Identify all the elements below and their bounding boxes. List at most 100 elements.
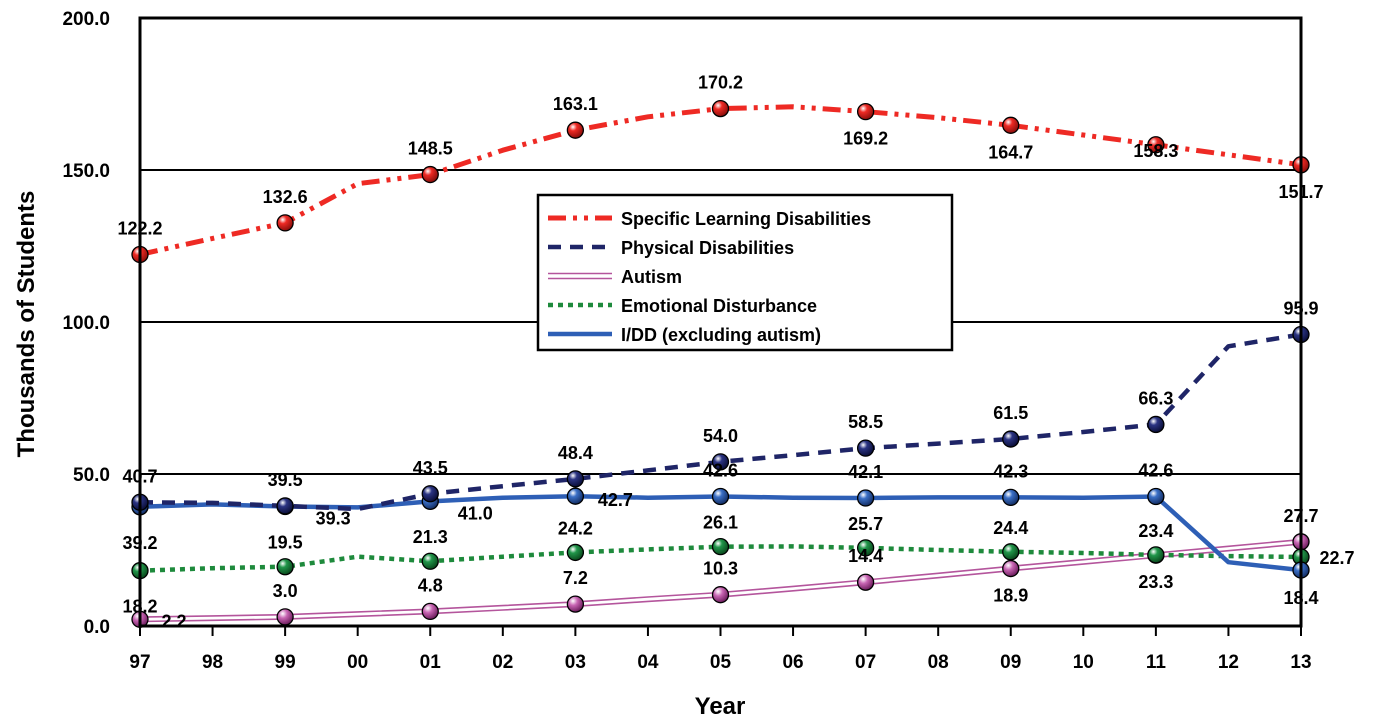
data-point [1147,415,1165,434]
x-tick-label: 08 [928,652,949,673]
data-label: 148.5 [408,139,453,159]
x-tick-label: 00 [347,652,368,673]
legend-box [536,193,954,352]
x-tick-label: 06 [782,652,803,673]
y-axis-title: Thousands of Students [13,191,40,458]
data-point [421,485,439,503]
data-point [711,538,730,556]
data-label: 42.6 [1138,460,1173,480]
data-point [1147,136,1165,154]
data-point [856,102,875,121]
x-tick-label: 13 [1290,652,1311,673]
data-point [856,539,875,557]
x-tick-label: 10 [1073,652,1094,673]
x-tick-label: 02 [492,652,513,673]
data-label: 25.7 [848,514,883,534]
y-tick-label: 200.0 [62,9,110,30]
data-point [1002,430,1020,448]
data-point [421,552,439,570]
data-point [856,439,875,457]
data-point [856,489,875,507]
legend-label: Specific Learning Disabilities [621,209,871,229]
y-tick-label: 150.0 [62,161,110,182]
x-axis-title: Year [695,693,746,720]
data-point [421,602,439,621]
data-label: 58.5 [848,412,883,432]
x-tick-label: 11 [1146,652,1167,673]
data-point [566,487,585,505]
data-point [276,214,294,232]
data-point [276,497,294,515]
data-label: 158.3 [1133,141,1178,161]
data-point [421,165,439,184]
x-tick-label: 98 [202,652,223,673]
data-label: 26.1 [703,513,738,533]
data-point [711,453,730,471]
data-point [1002,559,1020,578]
data-label: 66.3 [1138,388,1173,408]
data-label: 43.5 [413,458,448,478]
data-point [1147,546,1165,564]
y-tick-label: 50.0 [73,465,110,486]
data-label: 2.2 [161,611,186,631]
legend-label: I/DD (excluding autism) [621,325,821,345]
data-label: 18.9 [993,586,1028,606]
data-point [711,586,730,604]
data-label: 42.1 [848,462,883,482]
data-label: 164.7 [988,142,1033,162]
data-label: 39.5 [268,470,303,490]
data-point [1002,116,1020,134]
data-label: 7.2 [563,568,588,588]
x-tick-label: 04 [637,652,659,673]
data-labels: 2.23.0 4.8 7.2 10.314.418.923.327.718.219.5… [117,73,1354,632]
legend-label: Physical Disabilities [621,238,794,258]
plot-frame [138,16,1303,628]
x-tick-label: 97 [129,652,150,673]
legend: Specific Learning Disabilities Physical D… [536,193,954,352]
series-line [139,332,1302,512]
x-tick-label: 03 [565,652,586,673]
x-tick-label: 99 [275,652,296,673]
data-label: 39.3 [316,509,351,529]
data-point [566,121,585,139]
data-point [276,608,294,626]
data-label: 23.3 [1138,572,1173,592]
data-label: 10.3 [703,559,738,579]
x-tick-label: 09 [1000,652,1021,673]
x-tick-label: 07 [855,652,876,673]
data-markers [131,99,1310,628]
data-point [566,470,585,488]
data-label: 14.4 [848,546,883,566]
data-point [1002,543,1020,561]
data-point [566,543,585,562]
data-label: 61.5 [993,403,1028,423]
y-tick-label: 100.0 [62,313,110,334]
data-label: 132.6 [263,187,308,207]
x-tick-label: 12 [1218,652,1239,673]
data-label: 41.0 [458,503,493,523]
data-label: 22.7 [1319,548,1354,568]
legend-label: Autism [621,267,682,287]
data-label: 21.3 [413,527,448,547]
x-tick-label: 01 [420,652,442,673]
data-label: 54.0 [703,426,738,446]
data-point [711,487,730,506]
data-label: 24.2 [558,518,593,538]
data-label: 169.2 [843,129,888,149]
data-label: 4.8 [418,575,443,595]
data-point [276,558,294,576]
x-tick-label: 05 [710,652,732,673]
data-label: 42.6 [703,460,738,480]
x-axis-ticks: 97 98 99 00 01 02 03 04 05 06 07 08 09 10 11 12 13 [129,626,1312,673]
y-axis-ticks: 0.0 50.0 100.0 150.0 200.0 [62,9,110,638]
data-label: 42.7 [598,490,633,510]
data-label: 3.0 [273,581,298,601]
data-point [1002,488,1020,507]
data-point [1147,487,1165,506]
legend-label: Emotional Disturbance [621,296,817,316]
data-label: 163.1 [553,94,598,114]
y-tick-label: 0.0 [84,617,110,638]
data-label: 170.2 [698,73,743,93]
data-label: 19.5 [268,533,303,553]
